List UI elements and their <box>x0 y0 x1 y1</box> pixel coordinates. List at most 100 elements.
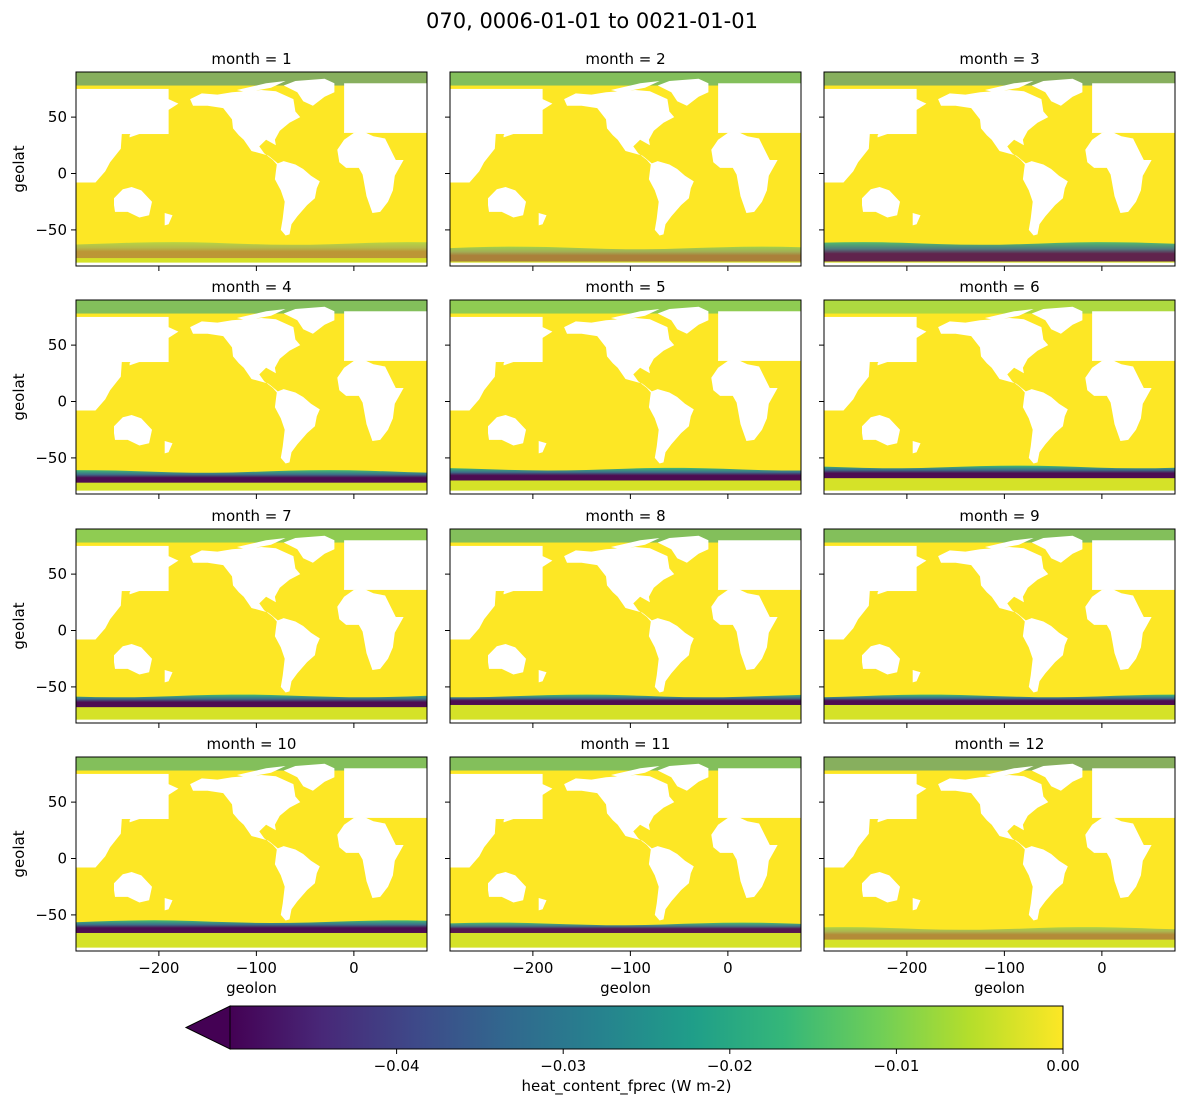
land-australia <box>862 415 900 446</box>
land-americas <box>564 547 694 693</box>
land-greenland <box>657 535 709 563</box>
land-africa <box>1085 131 1152 213</box>
land-americas <box>190 775 320 921</box>
land-nz <box>538 213 547 226</box>
land-americas <box>190 547 320 693</box>
panel-title: month = 6 <box>959 278 1039 296</box>
land-eurasia-block <box>718 311 801 361</box>
land-greenland <box>1031 535 1083 563</box>
land-americas <box>564 318 694 464</box>
land-americas <box>938 318 1068 464</box>
land-americas <box>938 547 1068 693</box>
antarctic-band <box>824 465 1175 479</box>
y-axis-label: geolat <box>10 830 28 877</box>
y-tick-label: 0 <box>57 622 67 640</box>
y-axis-label: geolat <box>10 373 28 420</box>
land-arcticIslands <box>984 766 1034 778</box>
land-americas <box>938 775 1068 921</box>
antarctic-shelf <box>824 939 1175 949</box>
y-tick-label: 0 <box>57 393 67 411</box>
land-nz <box>164 898 173 911</box>
land-americas <box>190 318 320 464</box>
land-greenland <box>657 78 709 106</box>
antarctica <box>450 490 801 494</box>
colorbar-tick-label: −0.04 <box>374 1057 420 1075</box>
antarctic-shelf <box>76 707 427 721</box>
land-arcticIslands <box>984 309 1034 321</box>
land-arcticIslands <box>236 81 286 93</box>
antarctic-band <box>824 242 1175 262</box>
panel-title: month = 11 <box>581 735 671 753</box>
land-arcticIslands <box>610 766 660 778</box>
land-africa <box>337 131 404 213</box>
antarctic-shelf <box>76 482 427 492</box>
antarctic-band <box>76 242 427 259</box>
antarctica <box>824 719 1175 723</box>
x-tick-label: 0 <box>1097 959 1107 977</box>
x-tick-label: −200 <box>886 959 927 977</box>
panel-title: month = 9 <box>959 507 1039 525</box>
land-asia-block <box>76 545 169 592</box>
antarctic-band <box>76 470 427 483</box>
antarctica <box>76 947 427 951</box>
land-arcticIslands <box>984 538 1034 550</box>
land-australia <box>488 415 526 446</box>
map-panel-2: month = 2 <box>445 50 802 271</box>
antarctica <box>824 262 1175 266</box>
land-nz <box>538 898 547 911</box>
arctic-band <box>76 72 427 86</box>
map-panel-7: month = 7 50 0 −50 geolat <box>10 507 428 728</box>
panel-frame <box>449 756 802 952</box>
map-panel-11: month = 11 −200 −100 0 geolon <box>445 735 802 997</box>
colorbar-label: heat_content_fprec (W m-2) <box>522 1077 732 1096</box>
y-tick-label: 50 <box>48 108 67 126</box>
x-axis-label: geolon <box>226 979 277 997</box>
land-asia-block <box>824 316 917 363</box>
land-asia-block <box>450 316 543 363</box>
map-panel-6: month = 6 <box>819 278 1176 499</box>
x-tick-label: −100 <box>984 959 1025 977</box>
land-greenland <box>657 306 709 334</box>
antarctica <box>76 719 427 723</box>
land-greenland <box>283 306 335 334</box>
land-eurasia-block <box>1092 768 1175 818</box>
panel-title: month = 3 <box>959 50 1039 68</box>
figure-title: 070, 0006-01-01 to 0021-01-01 <box>426 9 758 33</box>
panel-frame <box>449 299 802 495</box>
map-panel-12: month = 12 −200 −100 0 geolon <box>819 735 1176 997</box>
x-tick-label: −200 <box>138 959 179 977</box>
panel-frame <box>75 299 428 495</box>
antarctic-band <box>450 246 801 262</box>
arctic-band <box>450 757 801 771</box>
arctic-band <box>450 529 801 543</box>
panel-frame <box>75 71 428 267</box>
panel-frame <box>75 528 428 724</box>
map-panel-4: month = 4 50 0 −50 geolat <box>10 278 428 499</box>
land-arcticIslands <box>610 538 660 550</box>
land-asia-block <box>76 316 169 363</box>
panel-frame <box>449 71 802 267</box>
antarctic-shelf <box>76 258 427 264</box>
land-arcticIslands <box>236 766 286 778</box>
y-tick-label: −50 <box>35 449 67 467</box>
antarctica <box>824 947 1175 951</box>
land-nz <box>912 213 921 226</box>
land-eurasia-block <box>344 311 427 361</box>
panel-title: month = 2 <box>585 50 665 68</box>
map-panel-1: month = 1 50 0 −50 geolat <box>10 50 428 271</box>
land-africa <box>337 359 404 441</box>
land-arcticIslands <box>984 81 1034 93</box>
arctic-band <box>824 529 1175 543</box>
land-australia <box>114 187 152 218</box>
antarctic-band <box>450 467 801 481</box>
land-africa <box>1085 359 1152 441</box>
land-africa <box>711 588 778 670</box>
land-africa <box>711 359 778 441</box>
land-greenland <box>283 535 335 563</box>
x-tick-label: 0 <box>723 959 733 977</box>
arctic-band <box>824 72 1175 86</box>
antarctica <box>450 947 801 951</box>
land-asia-block <box>824 773 917 820</box>
land-americas <box>938 90 1068 236</box>
land-nz <box>164 213 173 226</box>
